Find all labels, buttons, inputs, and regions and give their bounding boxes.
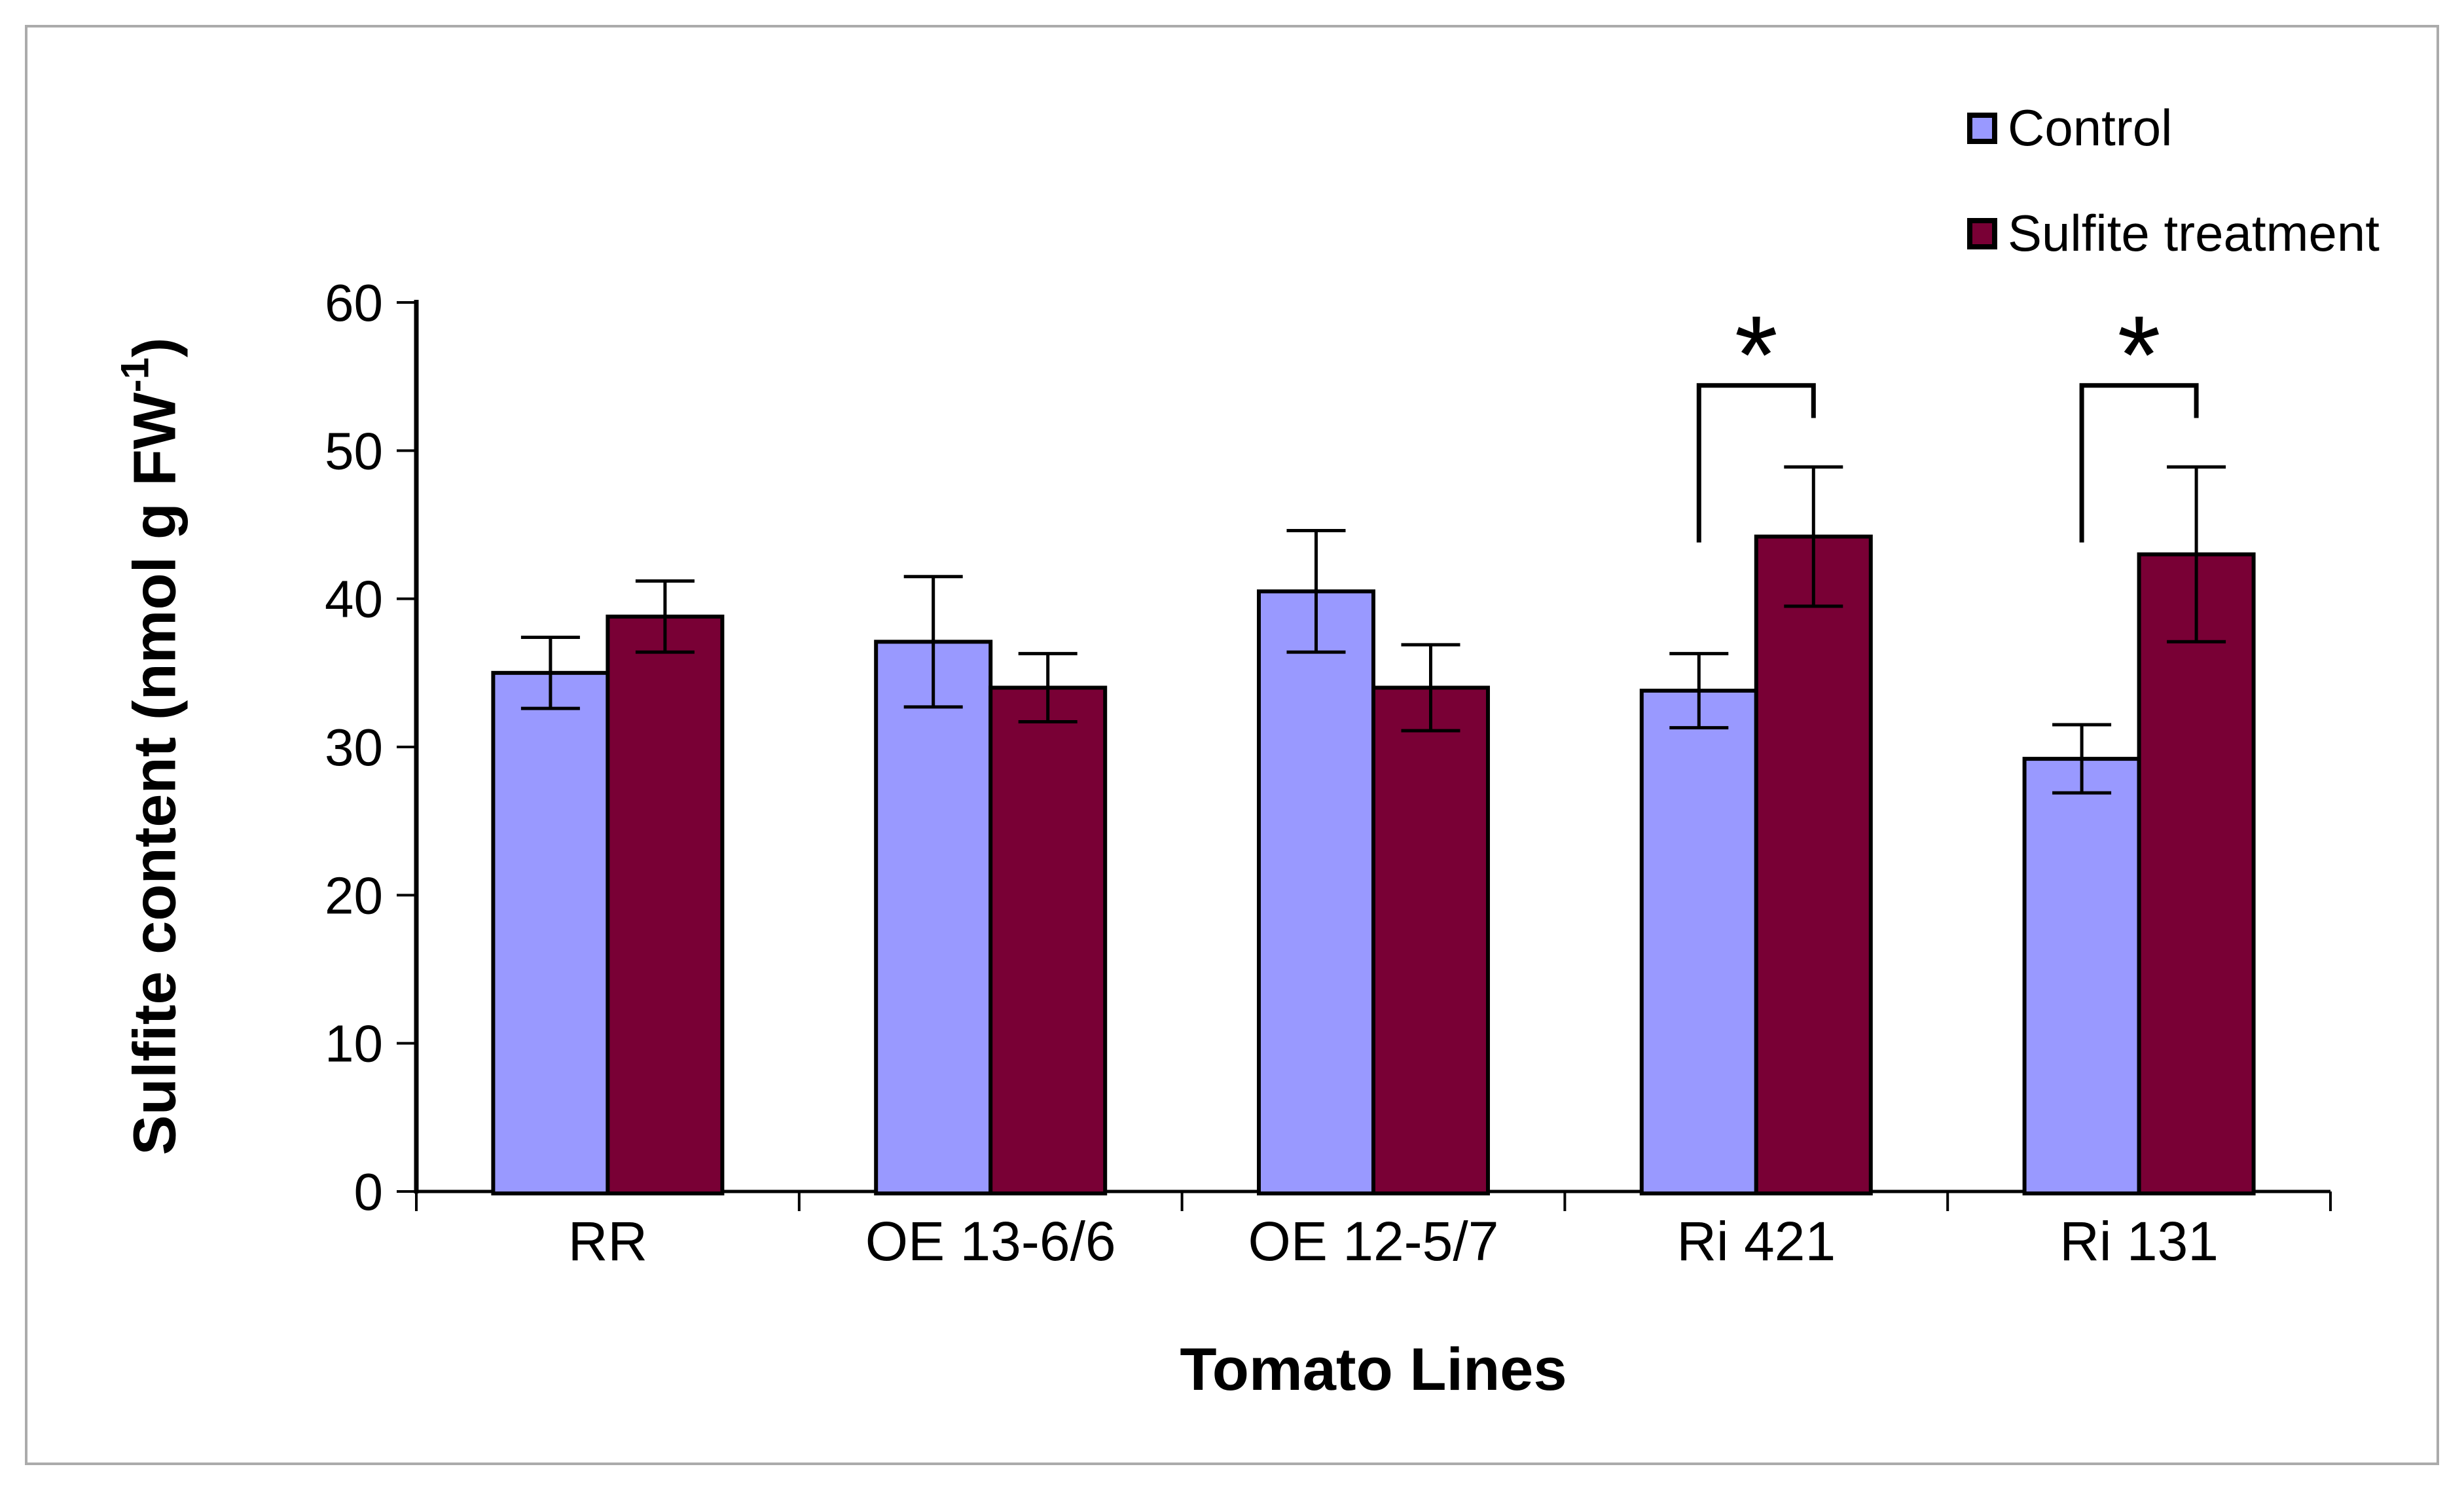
bar-sulfite-2 bbox=[1371, 685, 1490, 1195]
y-axis-title-superscript: -1 bbox=[113, 357, 157, 393]
legend-label-sulfite-treatment: Sulfite treatment bbox=[2008, 204, 2380, 262]
bar-sulfite-1 bbox=[988, 685, 1108, 1195]
legend-label-control: Control bbox=[2008, 99, 2173, 156]
category-label-Ri-131: Ri 131 bbox=[2059, 1210, 2219, 1272]
bar-sulfite-4 bbox=[2137, 552, 2256, 1195]
bar-sulfite-0 bbox=[606, 614, 725, 1195]
y-tick-label-30: 30 bbox=[325, 718, 383, 776]
y-axis-title: Sulfite content (nmol g FW-1) bbox=[113, 337, 190, 1155]
y-tick-label-10: 10 bbox=[325, 1015, 383, 1073]
significance-asterisk-Ri-421: * bbox=[1735, 293, 1778, 418]
y-tick-label-0: 0 bbox=[354, 1163, 384, 1221]
significance-asterisk-Ri-131: * bbox=[2118, 293, 2161, 418]
category-label-OE-13-6-6: OE 13-6/6 bbox=[865, 1210, 1116, 1272]
y-tick-label-40: 40 bbox=[325, 570, 383, 628]
bar-control-3 bbox=[1639, 688, 1758, 1195]
y-tick-label-20: 20 bbox=[325, 866, 383, 924]
bar-control-4 bbox=[2022, 757, 2141, 1195]
y-axis-title-text: Sulfite content (nmol g FW bbox=[121, 392, 189, 1155]
bar-sulfite-3 bbox=[1754, 534, 1873, 1195]
bar-control-1 bbox=[874, 640, 993, 1195]
y-tick-label-60: 60 bbox=[325, 274, 383, 332]
legend-swatch-sulfite-treatment-icon bbox=[1967, 217, 1997, 249]
legend: Control Sulfite treatment bbox=[1967, 98, 2380, 309]
x-axis-title: Tomato Lines bbox=[1180, 1336, 1567, 1403]
significance-bracket-Ri-421 bbox=[1696, 383, 1816, 543]
bar-control-2 bbox=[1257, 589, 1375, 1195]
y-tick-label-50: 50 bbox=[325, 422, 383, 480]
significance-bracket-Ri-131 bbox=[2079, 383, 2199, 543]
y-axis-title-close: ) bbox=[121, 337, 189, 358]
bar-control-0 bbox=[491, 670, 610, 1196]
category-label-OE-12-5-7: OE 12-5/7 bbox=[1248, 1210, 1499, 1272]
legend-item-sulfite-treatment: Sulfite treatment bbox=[1967, 204, 2380, 263]
category-label-RR: RR bbox=[568, 1210, 647, 1272]
category-label-Ri-421: Ri 421 bbox=[1676, 1210, 1836, 1272]
legend-item-control: Control bbox=[1967, 98, 2380, 158]
figure-border bbox=[25, 25, 2439, 1465]
legend-swatch-control-icon bbox=[1967, 112, 1997, 144]
